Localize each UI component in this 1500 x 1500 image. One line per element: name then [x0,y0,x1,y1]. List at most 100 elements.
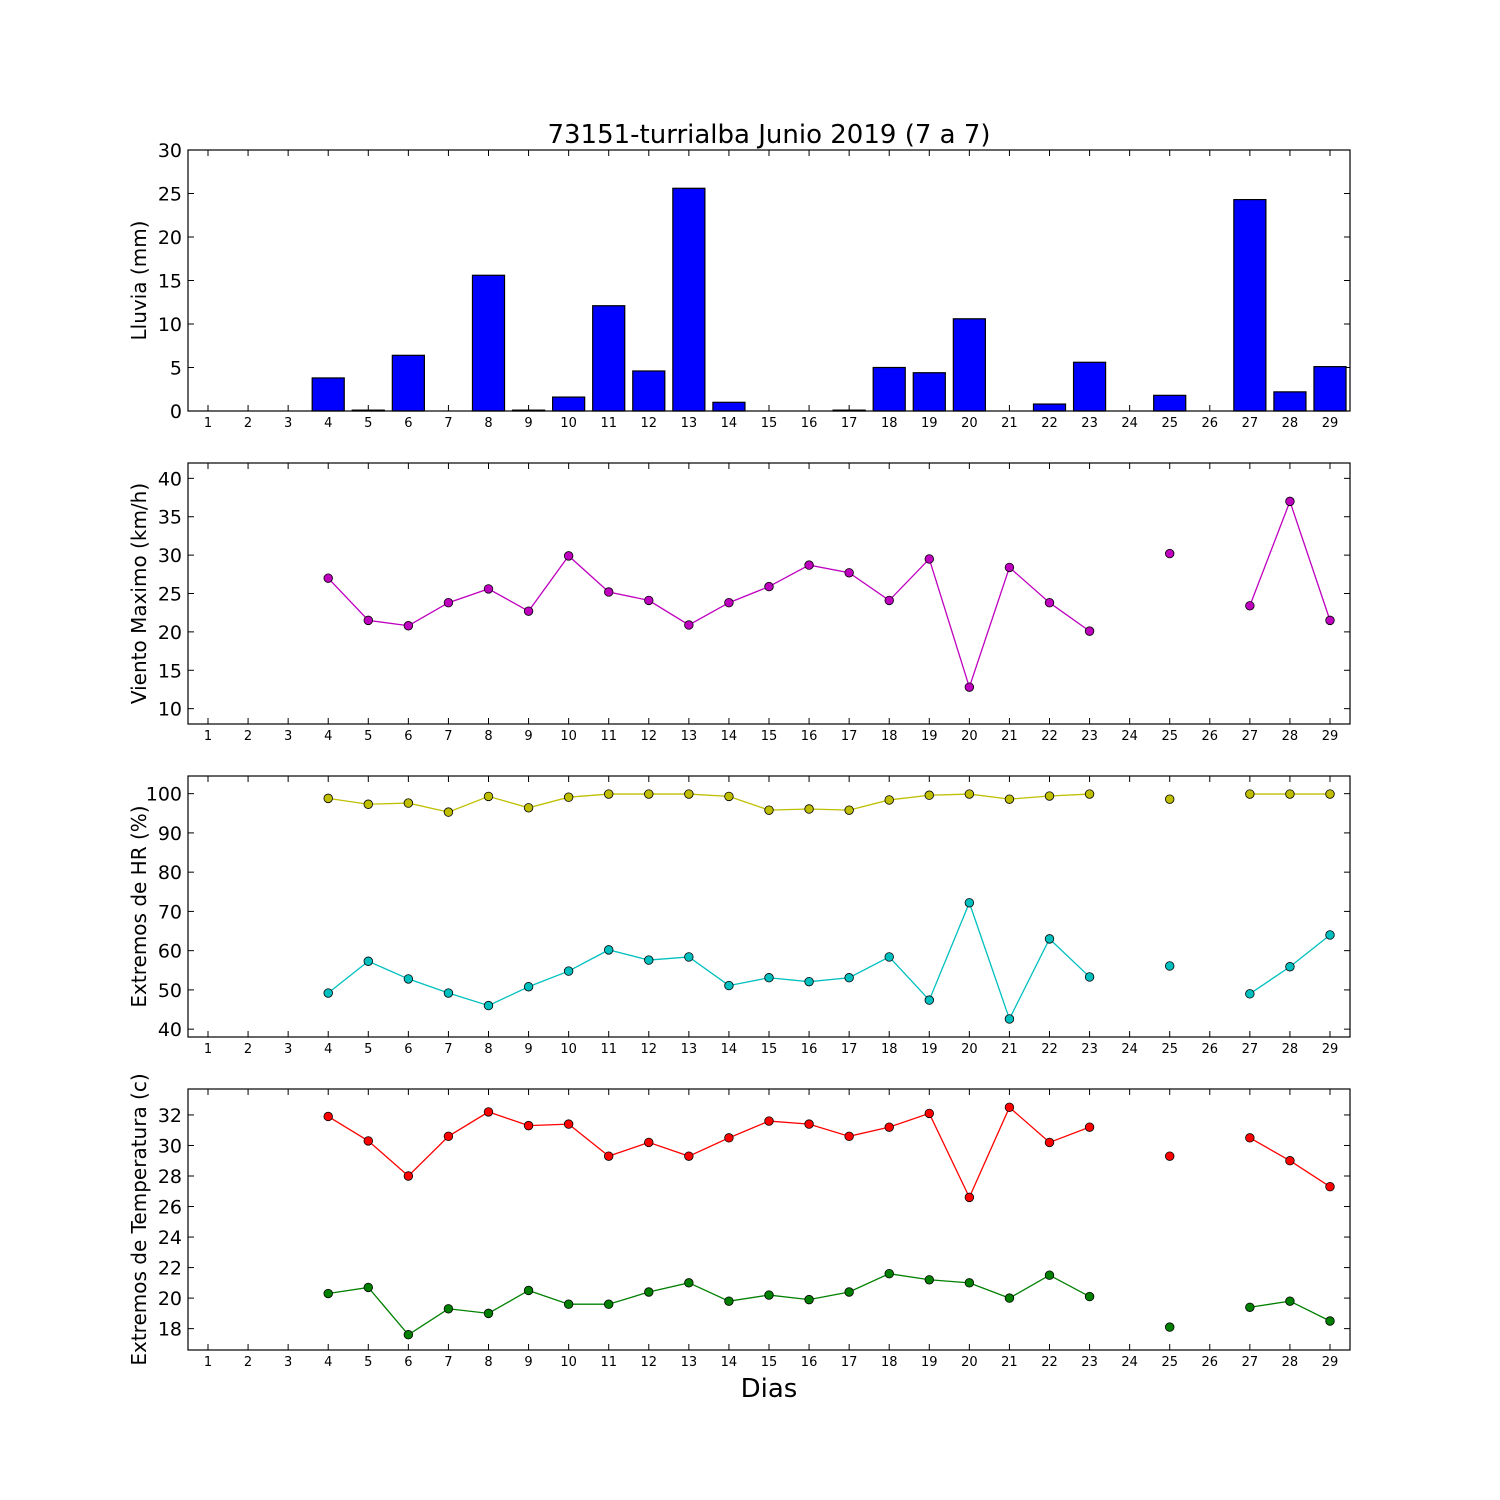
data-point [443,1304,454,1314]
x-tick-label: 19 [921,1355,938,1370]
y-tick-label: 32 [158,1105,182,1127]
y-tick-label: 22 [158,1258,182,1280]
data-point [1245,989,1255,999]
data-point [1004,1102,1015,1113]
data-point [964,1192,975,1203]
data-point [1325,1181,1335,1192]
x-tick-label: 9 [524,729,532,744]
data-point [323,988,333,998]
data-point [724,1133,734,1143]
data-point [563,966,574,976]
data-point [1004,562,1015,573]
y-tick-label: 0 [170,401,182,423]
y-tick-label: 15 [158,271,182,293]
data-point [724,980,734,991]
chart-title: 73151-turrialba Junio 2019 (7 a 7) [547,120,990,150]
x-tick-label: 25 [1161,729,1178,744]
data-point [884,795,894,805]
data-point [443,807,454,817]
x-tick-label: 4 [324,1042,332,1057]
data-point [1285,1156,1295,1166]
x-tick-label: 7 [444,416,452,431]
x-tick-label: 14 [721,416,738,431]
y-tick-label: 28 [158,1166,182,1188]
data-point [644,789,654,799]
x-tick-label: 27 [1242,729,1259,744]
x-tick-label: 8 [484,1042,492,1057]
y-tick-label: 30 [158,140,182,162]
data-point [684,789,694,799]
x-tick-label: 20 [961,416,978,431]
data-point [804,1119,814,1129]
x-tick-label: 7 [444,1042,452,1057]
data-point [1044,1270,1055,1280]
data-point [924,995,934,1005]
y-tick-label: 18 [158,1319,182,1341]
data-point [483,1107,494,1117]
rain-bar [311,377,345,412]
x-tick-label: 28 [1282,729,1299,744]
data-point [1004,794,1015,804]
x-tick-label: 21 [1001,1042,1018,1057]
rain-bar [1273,391,1307,412]
data-point [1165,548,1175,559]
y-tick-label: 5 [170,358,182,380]
series-line [328,793,1090,813]
x-tick-label: 24 [1121,1355,1138,1370]
data-point [644,595,654,606]
data-point [1245,1302,1255,1312]
x-tick-label: 2 [244,416,252,431]
x-tick-label: 29 [1322,729,1339,744]
data-point [764,581,774,592]
data-point [523,982,534,992]
x-tick-label: 28 [1282,1355,1299,1370]
x-tick-label: 14 [721,1042,738,1057]
x-tick-label: 20 [961,729,978,744]
rain-bar [952,318,986,412]
data-point [844,973,854,983]
x-tick-label: 28 [1282,416,1299,431]
data-point [684,1278,694,1288]
x-tick-label: 16 [801,1042,818,1057]
series-line [328,1273,1090,1336]
data-point [724,1296,734,1306]
x-tick-label: 13 [681,416,698,431]
x-tick-label: 26 [1202,1042,1219,1057]
x-tick-label: 1 [204,729,212,744]
x-tick-label: 17 [841,1042,858,1057]
x-tick-label: 12 [641,729,658,744]
data-point [604,1151,614,1161]
y-tick-label: 80 [158,862,182,884]
data-point [523,1120,534,1131]
data-point [1084,626,1095,636]
rain-bar [1233,198,1267,412]
data-point [563,1119,574,1129]
x-tick-label: 26 [1202,729,1219,744]
x-tick-label: 7 [444,1355,452,1370]
x-tick-label: 24 [1121,1042,1138,1057]
x-tick-label: 22 [1041,416,1058,431]
axes-frame [187,149,1351,412]
data-point [764,973,774,983]
x-tick-label: 15 [761,1355,778,1370]
data-point [604,789,614,799]
axes-frame [187,462,1351,725]
x-tick-label: 16 [801,1355,818,1370]
x-tick-label: 15 [761,729,778,744]
x-tick-label: 11 [600,416,617,431]
data-point [764,805,774,815]
x-tick-label: 27 [1242,1042,1259,1057]
rain-bar [1072,361,1107,412]
y-tick-label: 25 [158,184,182,206]
x-tick-label: 10 [560,416,577,431]
data-point [483,791,494,802]
x-tick-label: 29 [1322,416,1339,431]
x-tick-label: 2 [244,1042,252,1057]
data-point [483,584,494,594]
x-tick-label: 17 [841,729,858,744]
x-tick-label: 8 [484,416,492,431]
x-tick-label: 11 [600,1042,617,1057]
rain-bar [1153,394,1187,412]
